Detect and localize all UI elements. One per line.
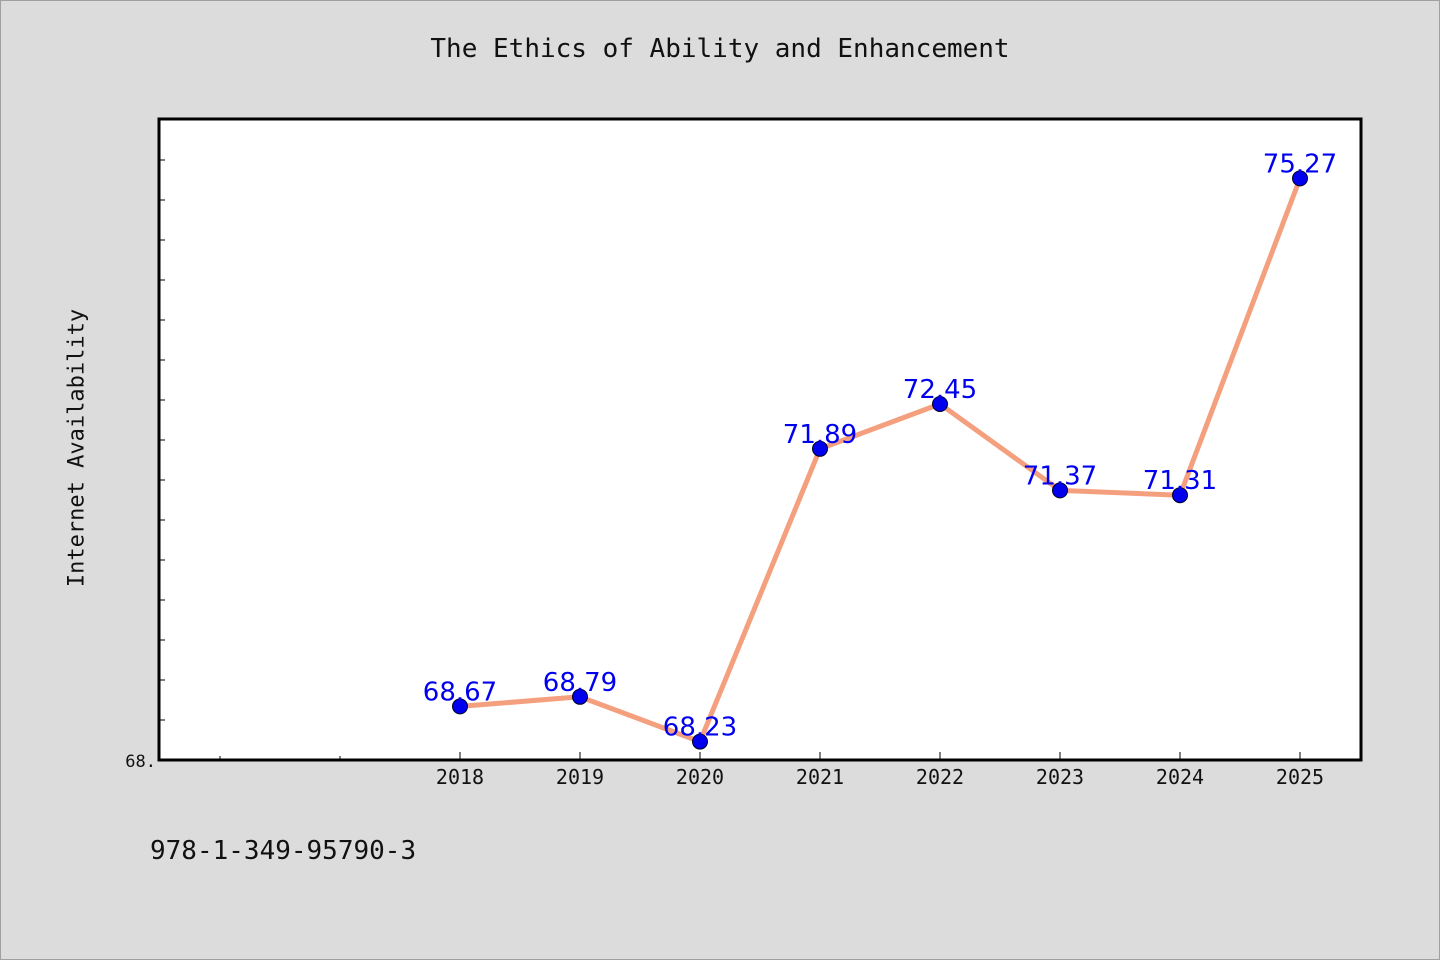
data-point	[812, 440, 828, 457]
x-ticks: 2018 2019 2020 2021 2022 2023 2024 2025	[219, 752, 1324, 789]
data-point	[452, 698, 468, 715]
data-point	[1052, 482, 1068, 499]
data-label: 68.67	[423, 677, 497, 707]
data-label: 71.37	[1023, 461, 1097, 491]
x-tick-label: 2021	[796, 765, 844, 789]
x-tick-label: 2025	[1276, 765, 1324, 789]
plot-area	[157, 117, 1363, 762]
data-label: 71.31	[1143, 466, 1217, 496]
data-label: 68.79	[543, 668, 617, 698]
x-tick-label: 2023	[1036, 765, 1084, 789]
data-labels: 68.67 68.79 68.23 71.89 72.45 71.37 71.31 75.27	[423, 149, 1337, 742]
data-point	[572, 688, 588, 705]
x-tick-label: 2022	[916, 765, 964, 789]
y-ticks	[160, 159, 165, 721]
x-tick-label: 2024	[1156, 765, 1204, 789]
chart-title: The Ethics of Ability and Enhancement	[430, 34, 1010, 64]
x-tick-label: 2019	[556, 765, 604, 789]
data-point	[692, 733, 708, 750]
data-point	[932, 396, 948, 412]
x-tick-label: 2018	[436, 765, 484, 789]
isbn-footer: 978-1-349-95790-3	[150, 836, 417, 866]
data-points	[452, 170, 1308, 750]
data-label: 72.45	[903, 375, 977, 405]
y-tick-label: 68.	[125, 752, 156, 772]
data-label: 71.89	[783, 420, 857, 450]
data-label: 68.23	[663, 713, 737, 743]
data-point	[1172, 487, 1188, 504]
data-label: 75.27	[1263, 149, 1337, 179]
x-tick-label: 2020	[676, 765, 724, 789]
series-line	[457, 175, 1303, 745]
data-point	[1292, 170, 1308, 187]
